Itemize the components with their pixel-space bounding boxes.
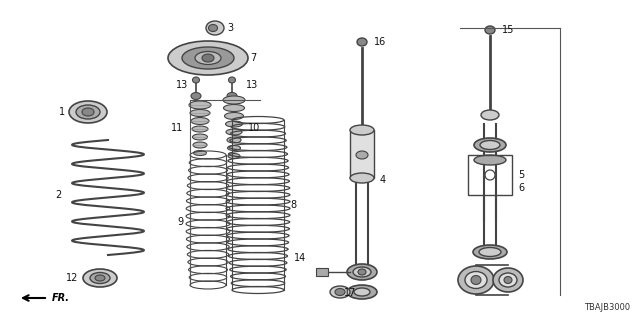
Ellipse shape	[76, 105, 100, 119]
Ellipse shape	[69, 101, 107, 123]
Ellipse shape	[485, 26, 495, 34]
Ellipse shape	[209, 25, 218, 31]
Ellipse shape	[182, 47, 234, 69]
Ellipse shape	[206, 21, 224, 35]
Ellipse shape	[223, 105, 244, 111]
Text: 14: 14	[294, 253, 306, 263]
Ellipse shape	[193, 77, 200, 83]
Ellipse shape	[193, 142, 207, 148]
Ellipse shape	[228, 154, 240, 158]
Bar	[468, 155, 512, 195]
Text: 16: 16	[374, 37, 387, 47]
Ellipse shape	[202, 54, 214, 62]
Ellipse shape	[493, 268, 523, 292]
Ellipse shape	[189, 101, 211, 109]
Ellipse shape	[471, 276, 481, 284]
Ellipse shape	[465, 271, 487, 289]
Text: 4: 4	[380, 175, 386, 185]
Text: 11: 11	[171, 123, 183, 133]
Ellipse shape	[227, 146, 241, 150]
Text: TBAJB3000: TBAJB3000	[584, 303, 630, 312]
Ellipse shape	[473, 245, 507, 259]
Ellipse shape	[350, 173, 374, 183]
Ellipse shape	[228, 77, 236, 83]
Text: 9: 9	[178, 217, 184, 227]
Text: 2: 2	[56, 190, 62, 200]
Ellipse shape	[499, 273, 517, 287]
Text: 5: 5	[518, 170, 524, 180]
Ellipse shape	[330, 286, 350, 298]
Ellipse shape	[82, 108, 94, 116]
Text: 10: 10	[248, 123, 260, 133]
Text: 3: 3	[227, 23, 233, 33]
Text: 8: 8	[290, 200, 296, 210]
Text: FR.: FR.	[52, 293, 70, 303]
Ellipse shape	[191, 92, 201, 100]
Ellipse shape	[226, 129, 242, 135]
Text: 15: 15	[502, 25, 515, 35]
Text: 7: 7	[250, 53, 256, 63]
Bar	[350, 130, 374, 178]
Ellipse shape	[83, 269, 117, 287]
Text: 6: 6	[518, 183, 524, 193]
Ellipse shape	[347, 264, 377, 280]
Ellipse shape	[335, 289, 345, 295]
Ellipse shape	[347, 285, 377, 299]
Ellipse shape	[474, 155, 506, 165]
Text: 13: 13	[246, 80, 259, 90]
Ellipse shape	[358, 269, 366, 275]
Ellipse shape	[195, 52, 221, 65]
Text: 12: 12	[66, 273, 78, 283]
Ellipse shape	[191, 117, 209, 124]
Text: 13: 13	[176, 80, 188, 90]
Ellipse shape	[353, 267, 371, 277]
Ellipse shape	[350, 125, 374, 135]
Ellipse shape	[474, 138, 506, 152]
Ellipse shape	[227, 92, 237, 100]
Ellipse shape	[458, 266, 494, 294]
Text: 1: 1	[59, 107, 65, 117]
Ellipse shape	[354, 288, 370, 296]
Ellipse shape	[357, 38, 367, 46]
Ellipse shape	[193, 150, 207, 156]
Ellipse shape	[95, 275, 105, 281]
Ellipse shape	[481, 110, 499, 120]
Ellipse shape	[356, 151, 368, 159]
Ellipse shape	[480, 140, 500, 149]
Ellipse shape	[504, 276, 512, 284]
Ellipse shape	[190, 109, 210, 116]
Text: 17: 17	[344, 288, 356, 298]
Ellipse shape	[192, 126, 208, 132]
Bar	[316, 268, 328, 276]
Ellipse shape	[479, 247, 501, 257]
Ellipse shape	[193, 134, 207, 140]
Ellipse shape	[225, 113, 243, 119]
Ellipse shape	[225, 121, 243, 127]
Ellipse shape	[90, 273, 110, 284]
Ellipse shape	[227, 137, 241, 143]
Ellipse shape	[168, 41, 248, 75]
Ellipse shape	[223, 96, 245, 104]
